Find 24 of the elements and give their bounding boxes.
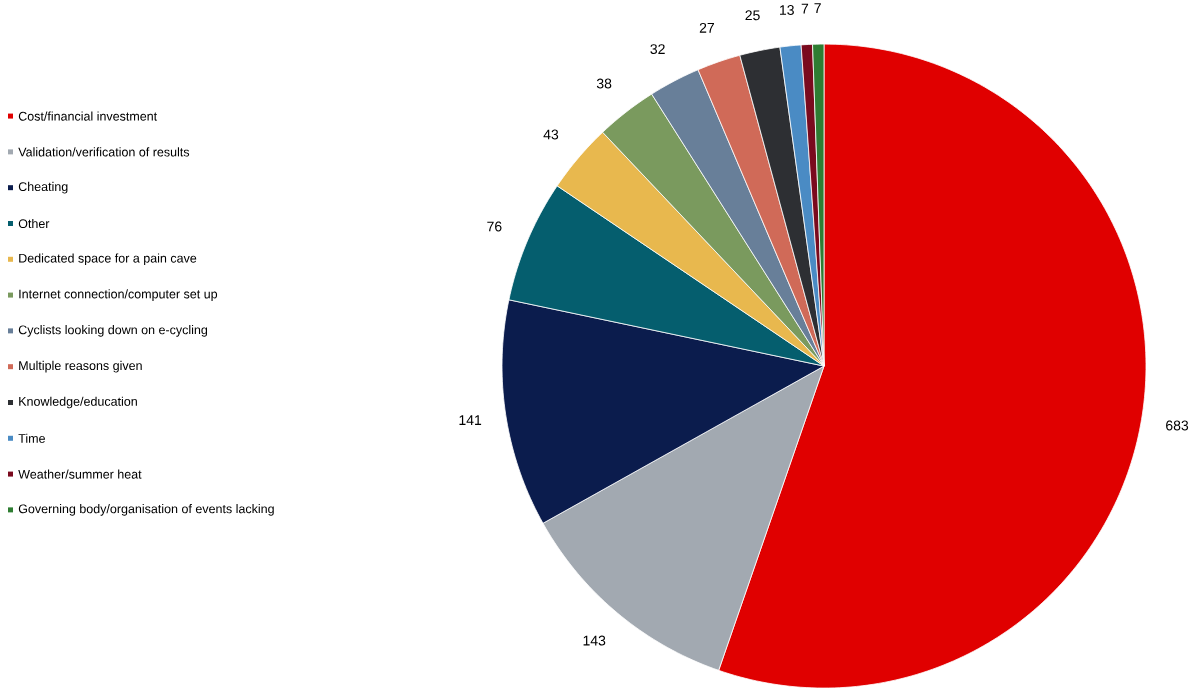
legend-label: Dedicated space for a pain cave xyxy=(19,253,197,265)
data-label: 32 xyxy=(650,43,665,54)
legend-label: Other xyxy=(18,218,50,228)
data-label: 25 xyxy=(745,10,760,21)
legend-label: Knowledge/education xyxy=(19,396,137,409)
data-label: 38 xyxy=(596,78,612,89)
data-label: 76 xyxy=(487,221,502,232)
legend-label: Weather/summer heat xyxy=(18,469,142,479)
legend-label: Cyclists looking down on e-cycling xyxy=(18,324,208,337)
data-label: 27 xyxy=(699,22,714,33)
data-label: 143 xyxy=(583,635,606,646)
legend-label: Internet connection/computer set up xyxy=(19,289,218,301)
data-label: 141 xyxy=(459,415,482,425)
legend-label: Validation/verification of results xyxy=(18,147,190,157)
data-label: 683 xyxy=(1166,420,1189,431)
data-label: 13 xyxy=(780,4,794,15)
data-label: 43 xyxy=(543,129,559,140)
legend-label: Time xyxy=(18,433,45,443)
legend-label: Cheating xyxy=(18,181,68,194)
data-label: 7 xyxy=(801,3,809,14)
legend-label: Cost/financial investment xyxy=(18,111,158,121)
data-label: 7 xyxy=(814,3,821,13)
legend-label: Multiple reasons given xyxy=(19,360,142,373)
legend-label: Governing body/organisation of events lacking xyxy=(18,503,274,516)
